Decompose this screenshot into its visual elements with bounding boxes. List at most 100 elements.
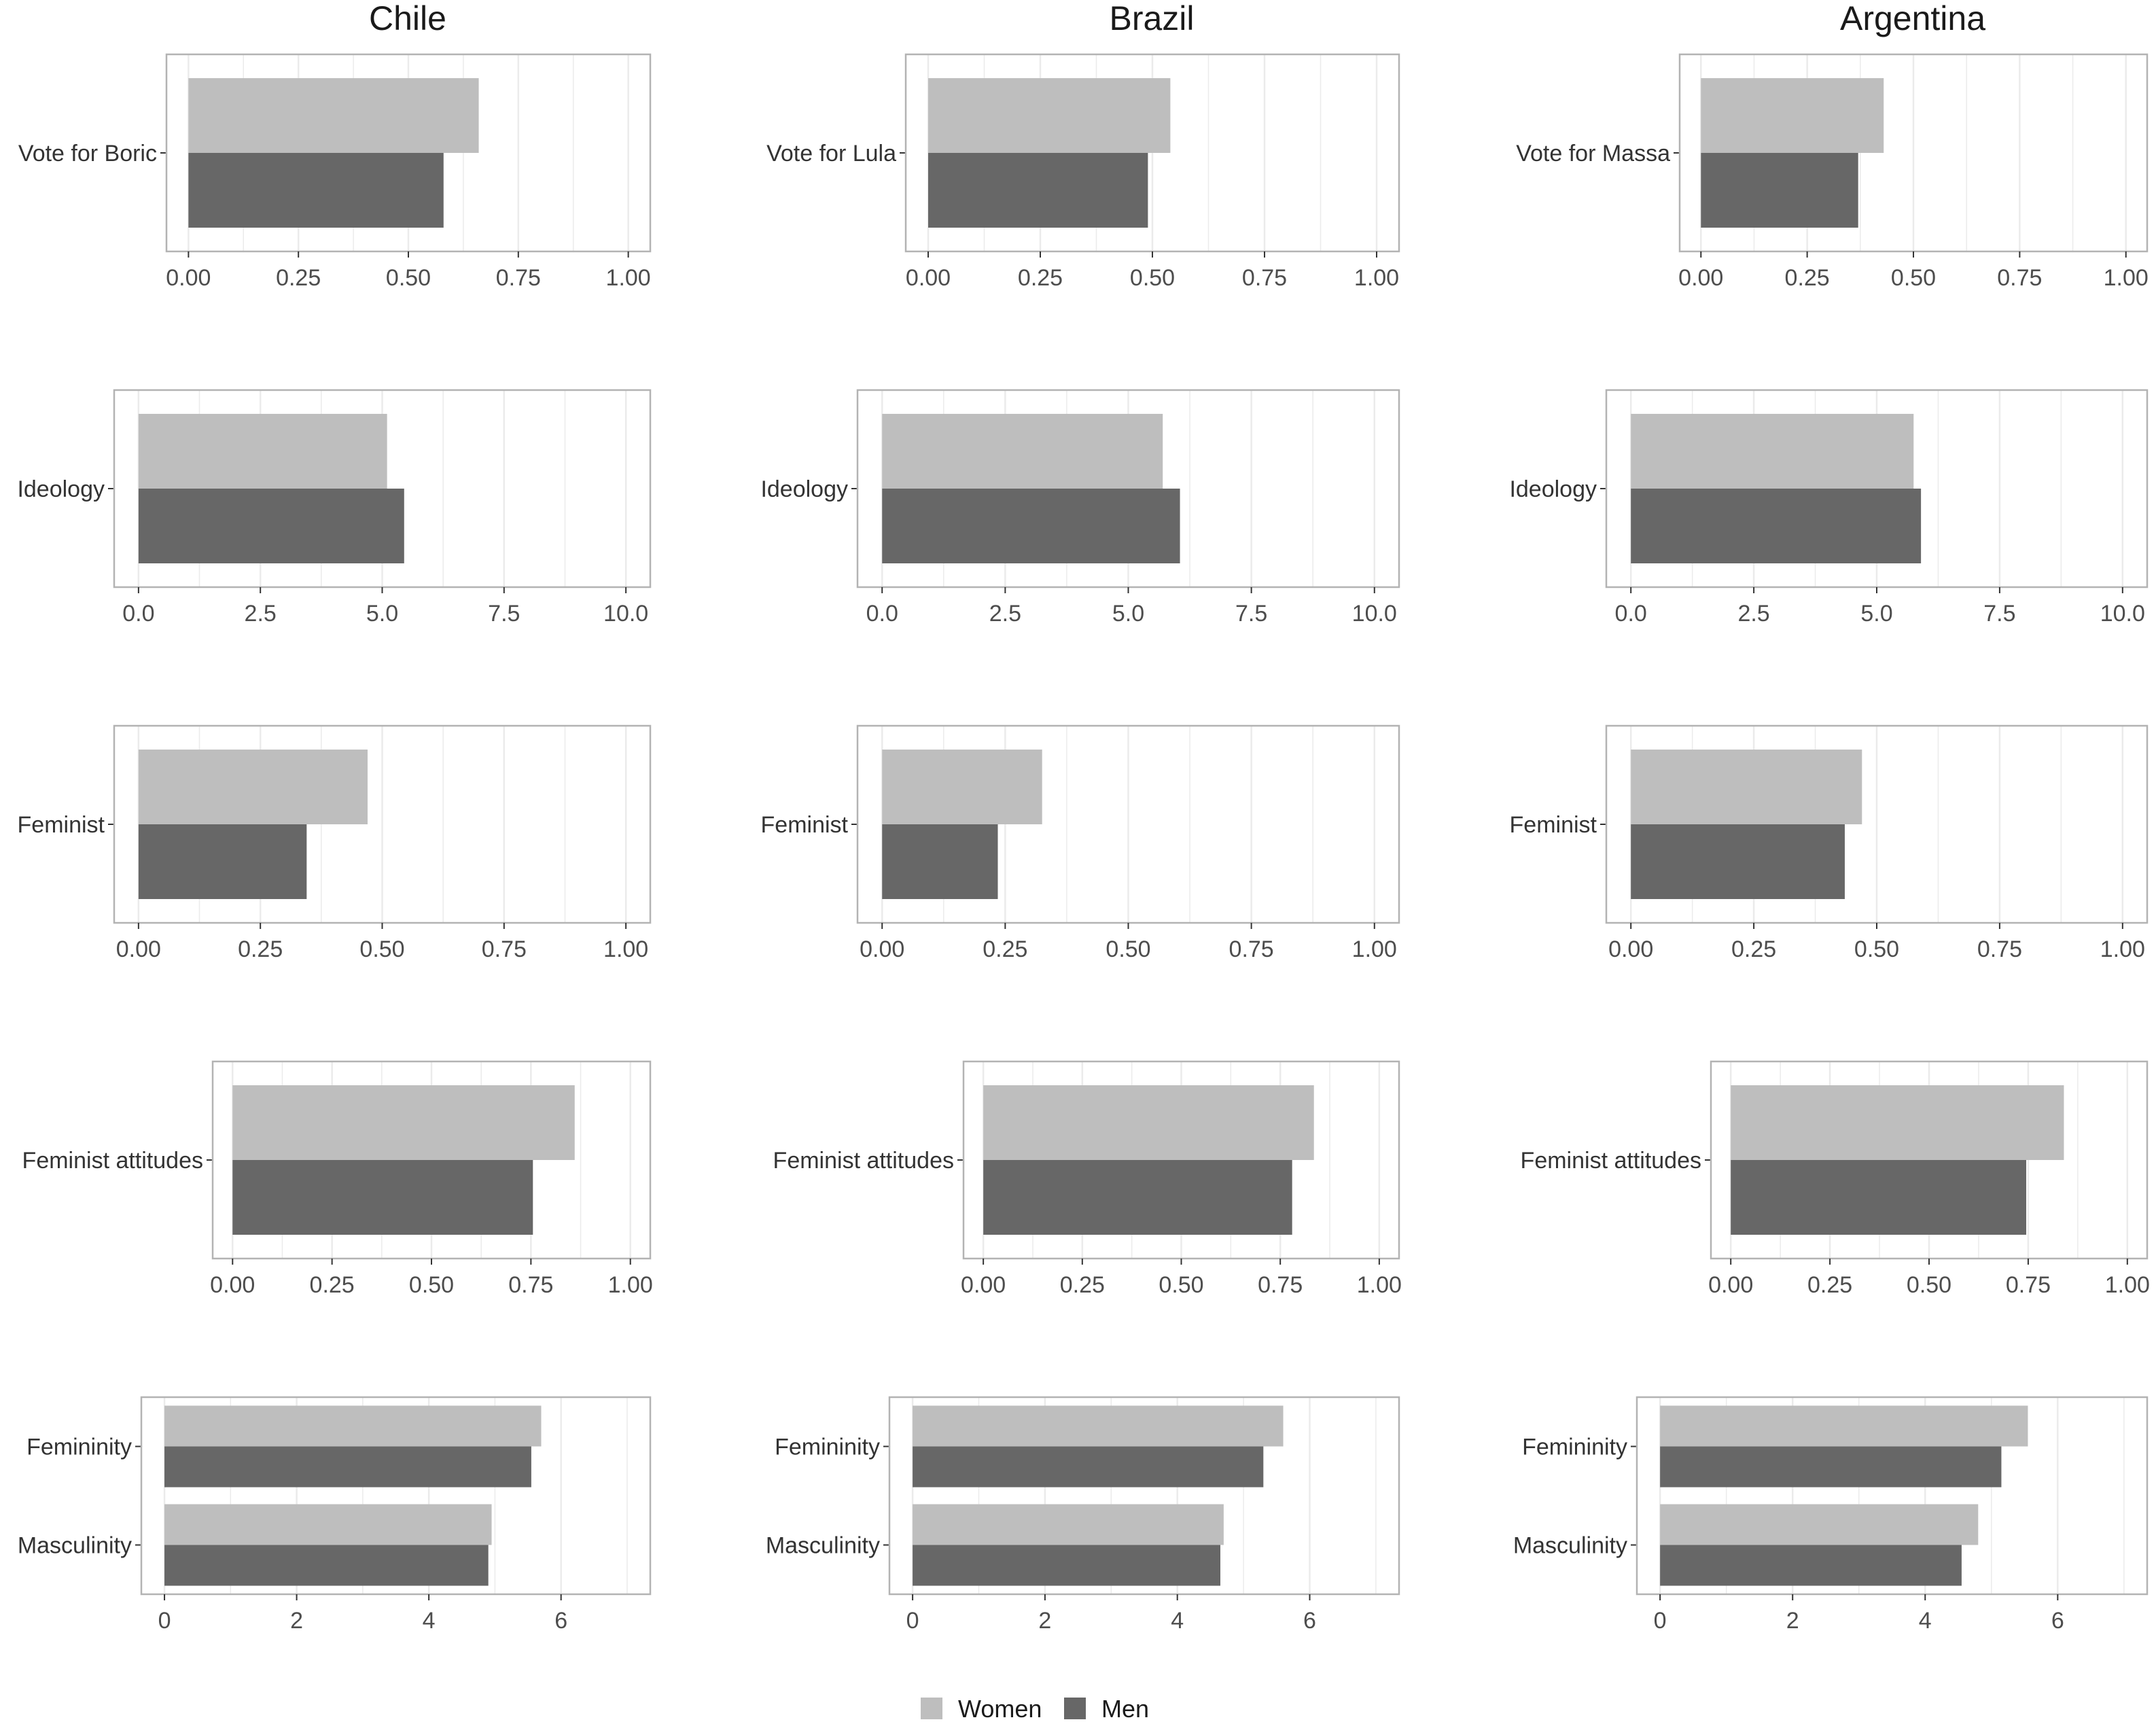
x-tick-label: 1.00 — [2100, 936, 2145, 962]
x-tick-label: 0.50 — [359, 936, 404, 962]
category-label-vote-for-boric: Vote for Boric — [18, 141, 157, 166]
x-tick-label: 0 — [906, 1608, 919, 1634]
x-tick-label: 1.00 — [606, 265, 651, 291]
bar-men-ideology — [138, 489, 404, 563]
x-tick-label: 0.25 — [1807, 1272, 1852, 1298]
bar-women-feminist-attitudes — [1731, 1085, 2064, 1160]
category-label-ideology: Ideology — [17, 476, 105, 502]
x-tick-label: 4 — [423, 1608, 436, 1634]
x-tick-label: 10.0 — [603, 601, 648, 627]
bar-men-feminist-attitudes — [232, 1160, 533, 1235]
x-tick-label: 0.0 — [866, 601, 898, 627]
panel-brazil-row1: Vote for Lula 0.00 0.25 0.50 0.75 1.00 — [766, 53, 1400, 291]
panel-argentina-row1: Vote for Massa 0.00 0.25 0.50 0.75 1.00 — [1516, 53, 2149, 291]
x-tick-label: 6 — [554, 1608, 567, 1634]
bar-women-ideology — [1631, 414, 1914, 489]
x-tick-label: 0.50 — [1854, 936, 1899, 962]
bar-men-feminist-attitudes — [983, 1160, 1292, 1235]
x-tick-label: 0.75 — [1997, 265, 2042, 291]
panel-brazil-row5: Femininity Masculinity 0 2 4 6 — [766, 1396, 1400, 1634]
bar-women-femininity — [913, 1405, 1284, 1447]
legend-swatch-men — [1064, 1698, 1086, 1719]
panel-argentina-row4: Feminist attitudes 0.00 0.25 0.50 0.75 1.00 — [1521, 1060, 2150, 1298]
bar-women-masculinity — [913, 1504, 1224, 1545]
bar-men-vote-for-boric — [188, 153, 444, 228]
x-tick-label: 0 — [1654, 1608, 1667, 1634]
x-tick-label: 1.00 — [1354, 265, 1399, 291]
x-tick-label: 2.5 — [1737, 601, 1769, 627]
bar-women-feminist-attitudes — [232, 1085, 575, 1160]
x-tick-label: 5.0 — [366, 601, 398, 627]
x-tick-label: 0.50 — [1907, 1272, 1951, 1298]
x-tick-label: 6 — [1303, 1608, 1316, 1634]
bar-men-masculinity — [913, 1545, 1221, 1586]
panel-brazil-row3: Feminist 0.00 0.25 0.50 0.75 1.00 — [761, 724, 1400, 962]
bar-men-feminist-attitudes — [1731, 1160, 2026, 1235]
category-label-femininity: Femininity — [26, 1435, 132, 1460]
bar-women-masculinity — [164, 1504, 492, 1545]
bar-men-femininity — [913, 1446, 1264, 1488]
category-label-femininity: Femininity — [775, 1435, 880, 1460]
bar-men-ideology — [882, 489, 1180, 563]
category-label-vote-for-lula: Vote for Lula — [766, 141, 896, 166]
x-tick-label: 0.00 — [860, 936, 904, 962]
bar-women-feminist-attitudes — [983, 1085, 1314, 1160]
x-tick-label: 2.5 — [989, 601, 1021, 627]
bar-men-ideology — [1631, 489, 1922, 563]
x-tick-label: 0.25 — [276, 265, 321, 291]
bar-women-vote-for-lula — [928, 78, 1171, 153]
category-label-vote-for-massa: Vote for Massa — [1516, 141, 1670, 166]
column-titles: Chile Brazil Argentina — [369, 0, 1985, 37]
panel-chile-row5: Femininity Masculinity 0 2 4 6 — [18, 1396, 652, 1634]
category-label-ideology: Ideology — [760, 476, 848, 502]
panel-brazil-row2: Ideology 0.0 2.5 5.0 7.5 10.0 — [760, 389, 1400, 627]
panel-brazil-row4: Feminist attitudes 0.00 0.25 0.50 0.75 1.00 — [773, 1060, 1402, 1298]
bar-men-feminist — [138, 824, 307, 899]
x-tick-label: 0.25 — [238, 936, 283, 962]
category-label-feminist-attitudes: Feminist attitudes — [22, 1148, 203, 1174]
x-tick-label: 0.00 — [1608, 936, 1653, 962]
x-tick-label: 1.00 — [1357, 1272, 1402, 1298]
x-tick-label: 0.50 — [409, 1272, 454, 1298]
x-tick-label: 0.75 — [2006, 1272, 2051, 1298]
column-title-argentina: Argentina — [1840, 0, 1985, 37]
column-title-chile: Chile — [369, 0, 446, 37]
x-tick-label: 0.00 — [166, 265, 211, 291]
x-tick-label: 0.25 — [1785, 265, 1830, 291]
legend-label-women: Women — [958, 1695, 1042, 1722]
category-label-masculinity: Masculinity — [1513, 1533, 1627, 1559]
bar-men-masculinity — [164, 1545, 489, 1586]
bar-men-feminist — [1631, 824, 1845, 899]
x-tick-label: 6 — [2051, 1608, 2064, 1634]
bar-women-vote-for-boric — [188, 78, 479, 153]
x-tick-label: 1.00 — [1352, 936, 1397, 962]
bar-men-feminist — [882, 824, 998, 899]
x-tick-label: 0.00 — [116, 936, 161, 962]
x-tick-label: 0.75 — [1258, 1272, 1303, 1298]
x-tick-label: 0.75 — [1229, 936, 1274, 962]
x-tick-label: 0.00 — [961, 1272, 1006, 1298]
category-label-femininity: Femininity — [1522, 1435, 1627, 1460]
category-label-feminist-attitudes: Feminist attitudes — [773, 1148, 954, 1174]
x-tick-label: 0.00 — [1678, 265, 1723, 291]
x-tick-label: 2 — [1038, 1608, 1051, 1634]
bar-women-ideology — [138, 414, 387, 489]
category-label-feminist: Feminist — [761, 812, 849, 838]
panel-chile-row2: Ideology 0.0 2.5 5.0 7.5 10.0 — [17, 389, 652, 627]
panel-chile-row4: Feminist attitudes 0.00 0.25 0.50 0.75 1.00 — [22, 1060, 653, 1298]
bar-women-feminist — [1631, 750, 1862, 824]
category-label-masculinity: Masculinity — [18, 1533, 132, 1559]
x-tick-label: 0.0 — [122, 601, 154, 627]
column-title-brazil: Brazil — [1109, 0, 1194, 37]
x-tick-label: 0.50 — [386, 265, 431, 291]
x-tick-label: 2 — [1786, 1608, 1799, 1634]
x-tick-label: 0.50 — [1891, 265, 1936, 291]
bar-women-masculinity — [1660, 1504, 1979, 1545]
x-tick-label: 5.0 — [1112, 601, 1144, 627]
bar-men-vote-for-lula — [928, 153, 1148, 228]
x-tick-label: 10.0 — [1352, 601, 1397, 627]
x-tick-label: 0.25 — [1018, 265, 1063, 291]
bar-men-vote-for-massa — [1701, 153, 1858, 228]
